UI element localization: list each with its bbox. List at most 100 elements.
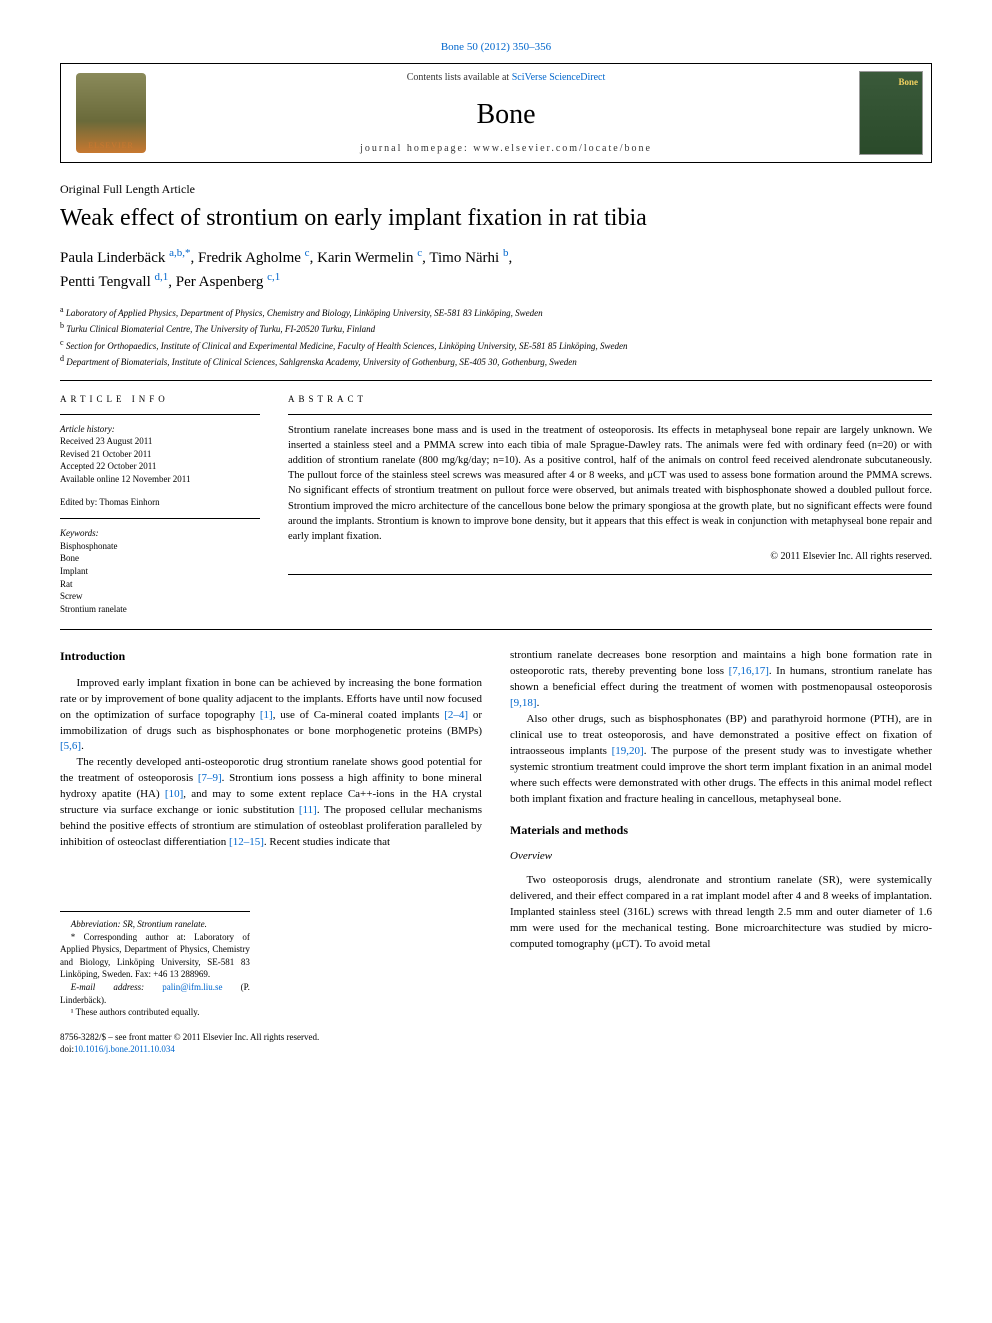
kw-3: Rat	[60, 578, 260, 591]
footnotes: Abbreviation: SR, Strontium ranelate. * …	[60, 911, 250, 1019]
fn-corresponding: * Corresponding author at: Laboratory of…	[60, 931, 250, 981]
intro-heading: Introduction	[60, 648, 482, 665]
history-online: Available online 12 November 2011	[60, 473, 260, 486]
publisher-logo: ELSEVIER	[61, 64, 161, 162]
cite-12-15[interactable]: [12–15]	[229, 836, 264, 848]
author-3-aff: c	[417, 247, 422, 259]
cite-2-4[interactable]: [2–4]	[444, 709, 468, 721]
body-col-right: strontium ranelate decreases bone resorp…	[510, 648, 932, 1056]
cite-9-18[interactable]: [9,18]	[510, 697, 537, 709]
abstract-head: ABSTRACT	[288, 393, 932, 406]
fn-email: E-mail address: palin@ifm.liu.se (P. Lin…	[60, 981, 250, 1006]
history-block: Article history: Received 23 August 2011…	[60, 423, 260, 486]
cover-label: Bone	[898, 76, 918, 89]
aff-label-d: d	[60, 354, 64, 363]
info-abstract-row: ARTICLE INFO Article history: Received 2…	[60, 393, 932, 615]
history-revised: Revised 21 October 2011	[60, 448, 260, 461]
body-columns: Introduction Improved early implant fixa…	[60, 648, 932, 1056]
intro-p1: Improved early implant fixation in bone …	[60, 676, 482, 756]
history-label: Article history:	[60, 423, 260, 436]
cite-10[interactable]: [10]	[165, 788, 183, 800]
edited-by: Edited by: Thomas Einhorn	[60, 496, 260, 509]
author-4-aff: b	[503, 247, 509, 259]
aff-b: Turku Clinical Biomaterial Centre, The U…	[66, 324, 375, 334]
author-5-aff: d,1	[155, 271, 169, 283]
author-1-corr-mark: *	[185, 247, 191, 259]
author-6-aff: c,1	[267, 271, 280, 283]
abstract-copyright: © 2011 Elsevier Inc. All rights reserved…	[288, 550, 932, 564]
info-rule-1	[60, 414, 260, 415]
journal-masthead: ELSEVIER Contents lists available at Sci…	[60, 63, 932, 163]
aff-a: Laboratory of Applied Physics, Departmen…	[66, 308, 543, 318]
fn-abbrev: Abbreviation: SR, Strontium ranelate.	[60, 918, 250, 931]
contents-prefix: Contents lists available at	[407, 72, 512, 83]
cite-5-6[interactable]: [5,6]	[60, 740, 81, 752]
abstract-rule-bottom	[288, 574, 932, 575]
cite-11[interactable]: [11]	[299, 804, 317, 816]
rule-top	[60, 380, 932, 381]
cover-thumbnail: Bone	[859, 71, 923, 155]
kw-2: Implant	[60, 565, 260, 578]
kw-5: Strontium ranelate	[60, 603, 260, 616]
cite-7-9[interactable]: [7–9]	[198, 772, 222, 784]
kw-label: Keywords:	[60, 527, 260, 540]
homepage-prefix: journal homepage:	[360, 143, 473, 154]
author-2-aff: c	[305, 247, 310, 259]
author-3: Karin Wermelin	[317, 250, 413, 266]
author-2: Fredrik Agholme	[198, 250, 301, 266]
intro-p3: strontium ranelate decreases bone resorp…	[510, 648, 932, 712]
article-info: ARTICLE INFO Article history: Received 2…	[60, 393, 260, 615]
author-5: Pentti Tengvall	[60, 274, 151, 290]
overview-heading: Overview	[510, 849, 932, 865]
abstract-text: Strontium ranelate increases bone mass a…	[288, 423, 932, 545]
affiliations: a Laboratory of Applied Physics, Departm…	[60, 304, 932, 370]
intro-p4: Also other drugs, such as bisphosphonate…	[510, 712, 932, 808]
aff-label-a: a	[60, 305, 64, 314]
cite-7-16-17[interactable]: [7,16,17]	[729, 665, 769, 677]
aff-c: Section for Orthopaedics, Institute of C…	[66, 341, 628, 351]
kw-0: Bisphosphonate	[60, 540, 260, 553]
homepage-line: journal homepage: www.elsevier.com/locat…	[360, 142, 652, 156]
front-matter: 8756-3282/$ – see front matter © 2011 El…	[60, 1031, 482, 1044]
keywords-block: Keywords: Bisphosphonate Bone Implant Ra…	[60, 527, 260, 615]
journal-name: Bone	[476, 95, 535, 134]
aff-label-b: b	[60, 321, 64, 330]
author-1-aff: a,b,	[169, 247, 185, 259]
body-col-left: Introduction Improved early implant fixa…	[60, 648, 482, 1056]
aff-label-c: c	[60, 338, 64, 347]
history-received: Received 23 August 2011	[60, 435, 260, 448]
journal-center: Contents lists available at SciVerse Sci…	[161, 64, 851, 162]
email-link[interactable]: palin@ifm.liu.se	[162, 982, 222, 992]
homepage-url[interactable]: www.elsevier.com/locate/bone	[473, 143, 652, 154]
sciencedirect-link[interactable]: SciVerse ScienceDirect	[512, 72, 606, 83]
article-type: Original Full Length Article	[60, 181, 932, 198]
doi-link[interactable]: 10.1016/j.bone.2011.10.034	[74, 1044, 175, 1054]
fn-equal: ¹ These authors contributed equally.	[60, 1006, 250, 1019]
abstract-rule	[288, 414, 932, 415]
doi-prefix: doi:	[60, 1044, 74, 1054]
history-accepted: Accepted 22 October 2011	[60, 460, 260, 473]
journal-cover: Bone	[851, 64, 931, 162]
author-6: Per Aspenberg	[176, 274, 264, 290]
cite-19-20[interactable]: [19,20]	[612, 745, 644, 757]
aff-d: Department of Biomaterials, Institute of…	[66, 357, 577, 367]
contents-line: Contents lists available at SciVerse Sci…	[407, 71, 606, 85]
mm-p1: Two osteoporosis drugs, alendronate and …	[510, 873, 932, 953]
author-4: Timo Närhi	[429, 250, 499, 266]
kw-1: Bone	[60, 552, 260, 565]
info-rule-2	[60, 518, 260, 519]
bottom-meta: 8756-3282/$ – see front matter © 2011 El…	[60, 1031, 482, 1056]
elsevier-tree-icon: ELSEVIER	[76, 73, 146, 153]
publisher-name: ELSEVIER	[76, 140, 146, 151]
article-title: Weak effect of strontium on early implan…	[60, 204, 932, 233]
rule-body	[60, 629, 932, 630]
authors-line: Paula Linderbäck a,b,*, Fredrik Agholme …	[60, 245, 932, 294]
mm-heading: Materials and methods	[510, 822, 932, 839]
citation-header: Bone 50 (2012) 350–356	[60, 40, 932, 55]
author-1: Paula Linderbäck	[60, 250, 165, 266]
kw-4: Screw	[60, 590, 260, 603]
abstract: ABSTRACT Strontium ranelate increases bo…	[288, 393, 932, 615]
intro-p2: The recently developed anti-osteoporotic…	[60, 755, 482, 851]
info-head: ARTICLE INFO	[60, 393, 260, 406]
cite-1[interactable]: [1]	[260, 709, 273, 721]
